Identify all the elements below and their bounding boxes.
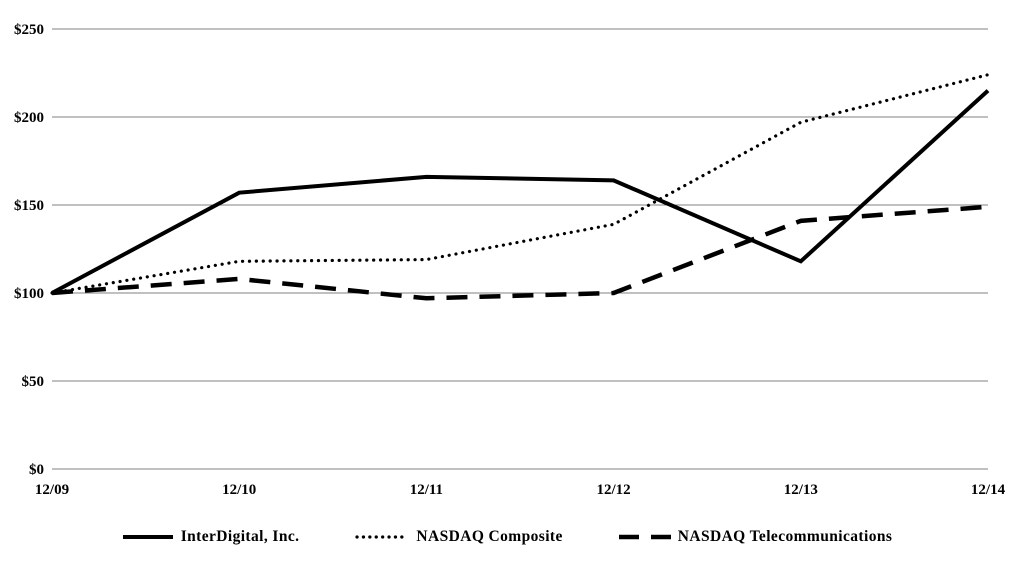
series-line-solid: [51, 89, 990, 295]
x-axis-tick-label: 12/14: [971, 482, 1006, 498]
dashed-line-icon: [618, 534, 671, 540]
chart-legend: InterDigital, Inc. NASDAQ Composite NASD…: [0, 528, 1014, 546]
x-axis-tick-label: 12/09: [35, 482, 69, 498]
x-axis-tick-label: 12/13: [784, 482, 818, 498]
y-axis-tick-label: $200: [14, 110, 44, 126]
legend-label-interdigital: InterDigital, Inc.: [180, 528, 300, 545]
legend-item-nasdaq-composite: NASDAQ Composite: [355, 528, 562, 546]
legend-label-nasdaq-telecom: NASDAQ Telecommunications: [677, 528, 893, 545]
x-axis-tick-label: 12/12: [597, 482, 631, 498]
legend-item-interdigital: InterDigital, Inc.: [122, 528, 300, 546]
dotted-line-icon: [355, 535, 410, 539]
performance-line-chart: $0 $50 $100 $150 $200 $250 12/09 12/10 12/11 12/1…: [14, 22, 1006, 498]
series-line-dotted: [50, 73, 990, 295]
y-axis-tick-label: $150: [14, 198, 44, 214]
legend-label-nasdaq-composite: NASDAQ Composite: [416, 528, 563, 545]
y-axis-tick-label: $100: [14, 286, 44, 302]
legend-item-nasdaq-telecom: NASDAQ Telecommunications: [618, 528, 893, 546]
solid-line-icon: [122, 535, 173, 539]
x-axis-tick-label: 12/11: [410, 482, 443, 498]
y-axis-tick-label: $250: [14, 22, 44, 38]
y-axis-tick-label: $50: [22, 374, 45, 390]
series-line-dashed: [51, 204, 989, 301]
x-axis-tick-label: 12/10: [222, 482, 256, 498]
y-axis-tick-label: $0: [29, 462, 44, 478]
